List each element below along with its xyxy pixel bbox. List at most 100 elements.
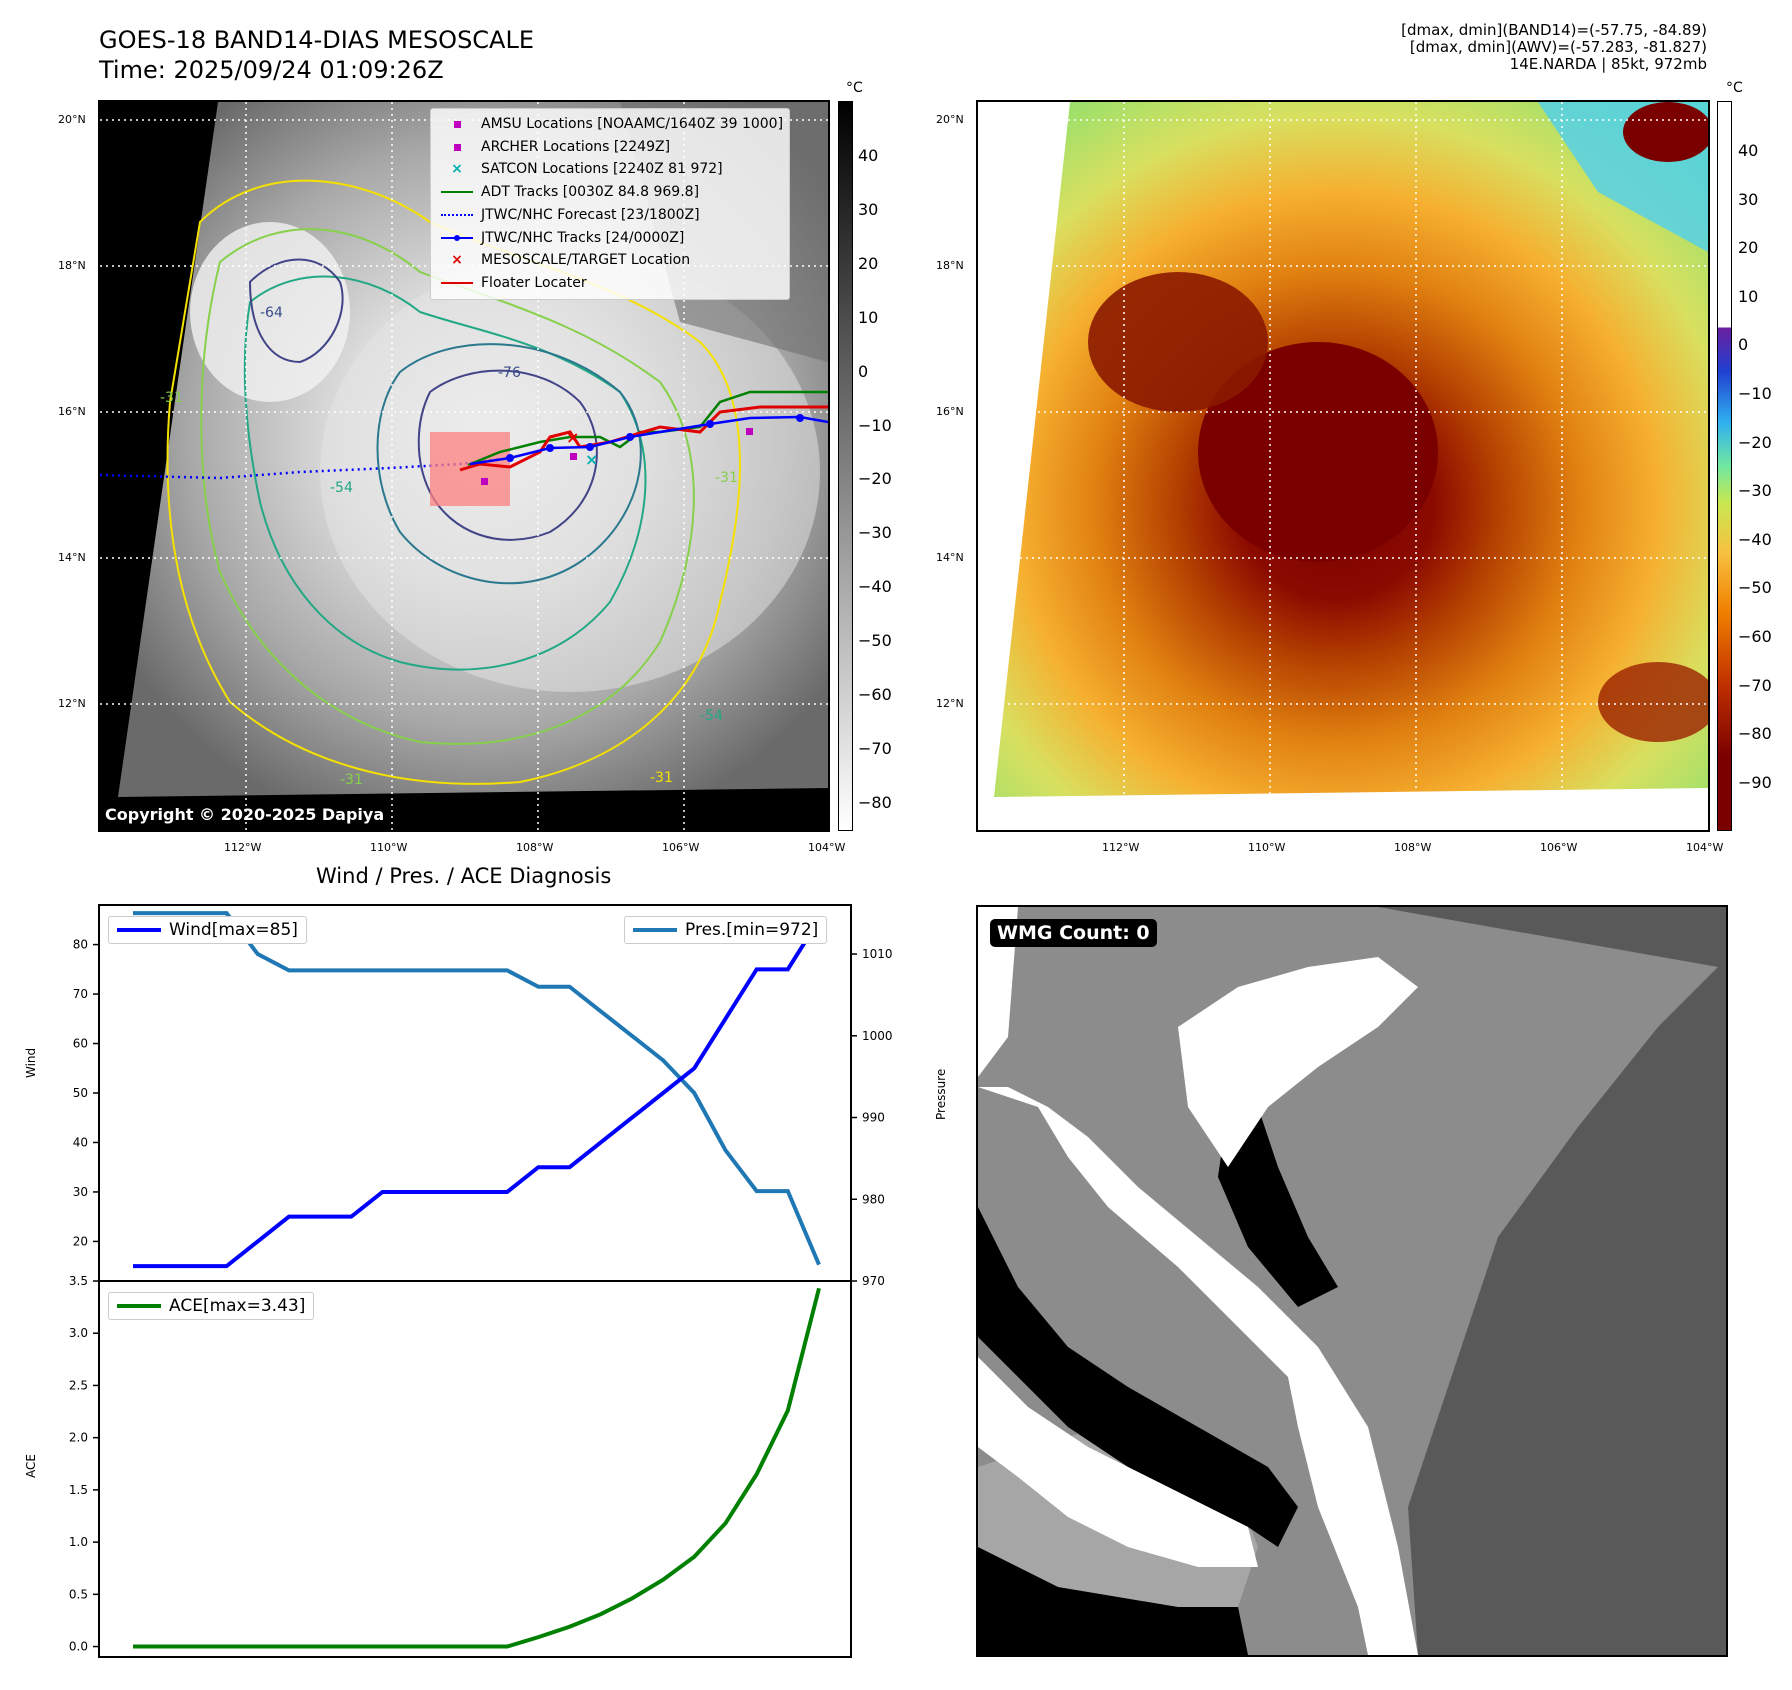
- copyright-label: Copyright © 2020-2025 Dapiya: [105, 805, 385, 824]
- lon-label-110: 110°W: [370, 841, 408, 854]
- lon-label-110-right: 110°W: [1248, 841, 1286, 854]
- color-colorbar-tick: 0: [1738, 335, 1749, 355]
- color-colorbar-tick: 30: [1738, 189, 1759, 209]
- wind-tick-label: 80: [73, 938, 88, 952]
- gray-colorbar-tick: 0: [858, 361, 869, 381]
- wind-tick-label: 70: [73, 987, 88, 1001]
- color-colorbar-tick: 10: [1738, 286, 1759, 306]
- gray-colorbar-tick: −40: [858, 577, 892, 597]
- diagnosis-title: Wind / Pres. / ACE Diagnosis: [316, 864, 612, 888]
- gray-colorbar: [838, 101, 853, 831]
- gray-colorbar-tick: 10: [858, 307, 879, 327]
- lon-label-104-right: 104°W: [1686, 841, 1724, 854]
- gray-colorbar-tick: −60: [858, 685, 892, 704]
- lat-label-20: 20°N: [58, 113, 86, 126]
- legend-floater: Floater Locater: [439, 272, 783, 295]
- pressure-line: [133, 911, 821, 1266]
- color-colorbar-tick: −40: [1738, 529, 1772, 549]
- legend-archer: ARCHER Locations [2249Z]: [439, 136, 783, 159]
- wind-tick-label: 30: [73, 1185, 88, 1199]
- contour-label-31a: -31: [160, 390, 183, 406]
- contour-label-54: -54: [700, 708, 723, 724]
- info-block: [dmax, dmin](BAND14)=(-57.75, -84.89) [d…: [1401, 22, 1707, 73]
- figure-time: Time: 2025/09/24 01:09:26Z: [99, 56, 444, 84]
- ace-tick-label: 2.5: [69, 1378, 88, 1392]
- enhanced-map-panel: [976, 100, 1710, 832]
- color-colorbar-tick: −10: [1738, 384, 1772, 403]
- color-colorbar-tick: −50: [1738, 578, 1772, 598]
- contour-label-31b: -31: [715, 470, 738, 486]
- ace-tick-label: 3.0: [69, 1326, 88, 1340]
- lon-label-106-right: 106°W: [1540, 841, 1578, 854]
- wind-tick-label: 60: [73, 1037, 88, 1051]
- lat-label-18: 18°N: [58, 259, 86, 272]
- lon-label-112: 112°W: [224, 841, 262, 854]
- legend-satcon: × SATCON Locations [2240Z 81 972]: [451, 161, 723, 178]
- wmg-count-badge: WMG Count: 0: [990, 919, 1157, 947]
- color-colorbar-tick: 40: [1738, 141, 1759, 160]
- gray-colorbar-unit: °C: [846, 80, 863, 96]
- pressure-tick-label: 980: [862, 1192, 885, 1206]
- svg-text:×: ×: [566, 428, 579, 447]
- svg-text:×: ×: [585, 450, 598, 469]
- lon-label-108-right: 108°W: [1394, 841, 1432, 854]
- color-colorbar-tick: −80: [1738, 724, 1772, 744]
- ace-tick-label: 2.0: [69, 1431, 88, 1445]
- lat-label-12-right: 12°N: [936, 697, 964, 710]
- pressure-legend: Pres.[min=972]: [624, 916, 828, 944]
- lat-label-20-right: 20°N: [936, 113, 964, 126]
- gray-colorbar-tick: −70: [858, 738, 892, 758]
- legend-amsu: AMSU Locations [NOAAMC/1640Z 39 1000]: [439, 113, 783, 136]
- contour-label-31d: -31: [650, 770, 673, 786]
- info-band14-range: [dmax, dmin](BAND14)=(-57.75, -84.89): [1401, 21, 1707, 39]
- gray-colorbar-tick: −50: [858, 631, 892, 651]
- wind-line: [133, 918, 821, 1269]
- pressure-tick-label: 990: [862, 1111, 885, 1125]
- info-awv-range: [dmax, dmin](AWV)=(-57.283, -81.827): [1409, 38, 1707, 56]
- enhanced-map-gridlines: [978, 102, 1708, 830]
- pressure-tick-label: 1000: [862, 1029, 893, 1043]
- wmg-panel: WMG Count: 0: [976, 905, 1728, 1657]
- gray-colorbar-tick: −10: [858, 415, 892, 435]
- lat-label-14: 14°N: [58, 551, 86, 564]
- wmg-image: [978, 907, 1726, 1655]
- wind-legend: Wind[max=85]: [108, 916, 307, 944]
- lat-label-12: 12°N: [58, 697, 86, 710]
- wind-tick-label: 20: [73, 1234, 88, 1248]
- lon-label-108: 108°W: [516, 841, 554, 854]
- gray-colorbar-tick: −80: [858, 792, 892, 812]
- legend-jtwc-forecast: JTWC/NHC Forecast [23/1800Z]: [439, 204, 783, 227]
- ace-legend: ACE[max=3.43]: [108, 1292, 315, 1320]
- map-legend: AMSU Locations [NOAAMC/1640Z 39 1000] AR…: [430, 108, 791, 300]
- legend-adt: ADT Tracks [0030Z 84.8 969.8]: [439, 181, 783, 204]
- jtwc-track-line: [469, 415, 828, 466]
- ir-map-panel: -64 -76 -31 -54 -31 -31 -31 -54 × × AMSU…: [98, 100, 830, 832]
- lat-label-16-right: 16°N: [936, 405, 964, 418]
- gray-colorbar-tick: −30: [858, 523, 892, 543]
- info-storm: 14E.NARDA | 85kt, 972mb: [1509, 55, 1707, 73]
- floater-box: [430, 432, 510, 506]
- ace-tick-label: 0.0: [69, 1640, 88, 1654]
- wind-tick-label: 40: [73, 1135, 88, 1149]
- gray-colorbar-tick: −20: [858, 469, 892, 489]
- color-colorbar-tick: −90: [1738, 772, 1772, 792]
- color-colorbar-tick: −20: [1738, 432, 1772, 452]
- ace-tick-label: 0.5: [69, 1587, 88, 1601]
- contour-label-64: -64: [260, 305, 283, 321]
- lon-label-104: 104°W: [808, 841, 846, 854]
- color-colorbar-tick: 20: [1738, 238, 1759, 258]
- legend-mesoscale: × MESOSCALE/TARGET Location: [451, 252, 691, 269]
- pressure-tick-label: 1010: [862, 947, 893, 961]
- ace-line: [133, 1287, 821, 1649]
- wind-tick-label: 50: [73, 1086, 88, 1100]
- color-colorbar: [1717, 101, 1732, 831]
- contour-label-54b: -54: [330, 480, 353, 496]
- color-colorbar-tick: −30: [1738, 481, 1772, 501]
- figure-title: GOES-18 BAND14-DIAS MESOSCALE: [99, 26, 535, 54]
- contour-label-76: -76: [498, 365, 521, 381]
- ace-tick-label: 1.5: [69, 1483, 88, 1497]
- gray-colorbar-tick: 40: [858, 146, 879, 165]
- lat-label-18-right: 18°N: [936, 259, 964, 272]
- legend-jtwc-tracks: JTWC/NHC Tracks [24/0000Z]: [439, 227, 783, 250]
